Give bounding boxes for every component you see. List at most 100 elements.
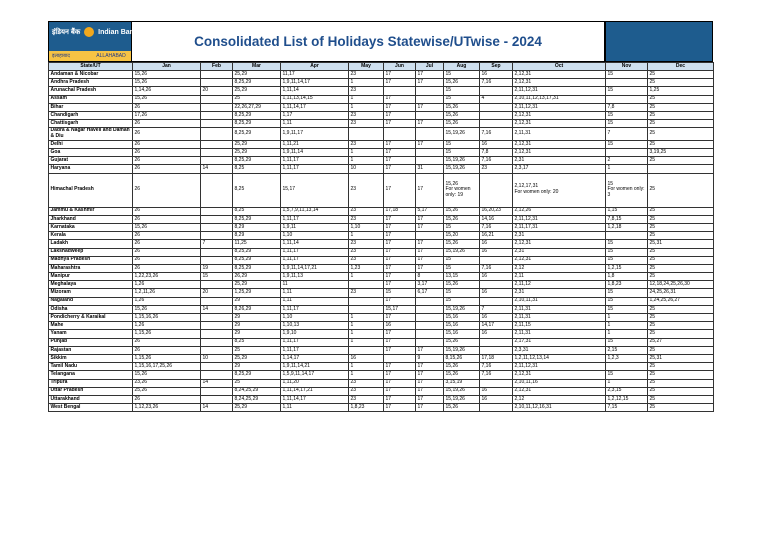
holiday-cell xyxy=(348,296,384,306)
holiday-cell: 1 xyxy=(348,337,384,347)
holiday-cell: 15,26 xyxy=(132,304,201,315)
holiday-cell xyxy=(415,110,444,121)
state-name-cell: Lakshadweep xyxy=(48,247,133,257)
holiday-cell xyxy=(200,280,233,290)
holiday-cell: 2,11 xyxy=(512,272,606,282)
state-name-cell: Punjab xyxy=(48,337,133,347)
holiday-cell: 2,11,12,31 xyxy=(512,362,606,372)
holiday-cell: 16 xyxy=(479,247,513,257)
holiday-cell: 15 xyxy=(605,119,648,129)
holiday-cell: 1,9,11,14 xyxy=(280,147,349,158)
holiday-cell xyxy=(200,119,233,129)
holiday-cell: 17 xyxy=(383,214,416,224)
holiday-cell xyxy=(479,337,513,347)
holiday-cell: 23 xyxy=(348,119,384,129)
holiday-cell: 23 xyxy=(348,239,384,249)
holiday-cell: 1,11,14,17,21 xyxy=(280,386,349,396)
holiday-cell: 25 xyxy=(647,403,714,413)
holiday-cell: 2,12,31 xyxy=(512,69,606,80)
holiday-cell: 8,25,29 xyxy=(232,127,281,141)
holiday-cell xyxy=(200,394,233,405)
holiday-cell xyxy=(200,147,233,158)
holiday-cell xyxy=(200,296,233,306)
holiday-cell: 25 xyxy=(647,69,714,80)
holiday-cell xyxy=(200,156,233,166)
holiday-cell xyxy=(200,247,233,257)
holiday-cell xyxy=(200,386,233,396)
holiday-cell: 8,25,29 xyxy=(232,214,281,224)
holiday-cell: 1,11,20 xyxy=(280,378,349,388)
holiday-cell: 7,16 xyxy=(479,263,513,274)
holiday-cell xyxy=(415,231,444,241)
holiday-cell: 1,5,9,11,14,17 xyxy=(280,370,349,380)
holiday-cell: 15,17 xyxy=(383,304,416,315)
holiday-cell: 1,11 xyxy=(280,119,349,129)
holiday-cell xyxy=(200,231,233,241)
holiday-cell: 1 xyxy=(348,329,384,339)
holiday-cell: 15,20 xyxy=(443,231,480,241)
holiday-cell: 15,26 xyxy=(443,206,480,216)
state-name-cell: Arunachal Pradesh xyxy=(48,86,133,96)
table-row: Telangana 15,26 8,25,29 1,5,9,11,14,17 1 17 17… xyxy=(48,370,714,380)
holiday-cell: 3,19,25 xyxy=(647,147,714,158)
column-header: May xyxy=(348,62,384,71)
table-row: Chattisgarh 26 8,25,29 1,11 23 17 17 15,26 2,12,… xyxy=(48,119,714,129)
table-row: West Bengal 1,12,23,26 14 25,29 1,11 1,8,23 17… xyxy=(48,403,714,413)
holiday-cell: 23 xyxy=(348,394,384,405)
holiday-cell: 1,14,26 xyxy=(132,86,201,96)
holiday-table: State/UT Jan Feb Mar Apr May Jun Jul Aug Sep Oct No… xyxy=(48,62,714,413)
holiday-cell xyxy=(200,94,233,104)
holiday-sheet: इंडियन बैंक Indian Bank इलाहाबाद ALLAHAB… xyxy=(48,21,714,413)
holiday-cell: 2,31 xyxy=(512,288,606,298)
holiday-cell: 1,15,26 xyxy=(132,329,201,339)
holiday-cell: 2,12 xyxy=(512,263,606,274)
table-row: Haryana 26 14 8,25 1,11,17 10 17 31 15,19,26 23 2,… xyxy=(48,164,714,174)
holiday-cell: 17 xyxy=(415,222,444,233)
holiday-cell: 17 xyxy=(383,312,416,323)
holiday-cell: 17 xyxy=(415,403,444,413)
holiday-cell: 1,8,23 xyxy=(348,403,384,413)
holiday-cell: 25 xyxy=(232,345,281,355)
state-name-cell: Madhya Pradesh xyxy=(48,255,133,265)
holiday-cell: 25 xyxy=(647,247,714,257)
holiday-cell: 17,18 xyxy=(479,353,513,364)
holiday-cell: 8,25,29 xyxy=(232,255,281,265)
column-header: Sep xyxy=(479,62,513,71)
table-row: Meghalaya 1,26 25,29 11 17 3,17 15,26 2,11,12 1,… xyxy=(48,280,714,290)
holiday-cell xyxy=(200,329,233,339)
holiday-cell: 2,10,11,31 xyxy=(512,296,606,306)
holiday-cell: 2,12,31 xyxy=(512,386,606,396)
holiday-cell xyxy=(415,127,444,141)
logo-subtext-right: ALLAHABAD xyxy=(96,53,126,59)
state-name-cell: Telangana xyxy=(48,370,133,380)
holiday-cell: 15 xyxy=(383,288,416,298)
holiday-cell: 1,2,18 xyxy=(605,222,648,233)
holiday-cell: 17 xyxy=(415,119,444,129)
holiday-cell: 2,11,12,31 xyxy=(512,214,606,224)
holiday-cell xyxy=(383,353,416,364)
state-name-cell: Tamil Nadu xyxy=(48,362,133,372)
table-row: Andhra Pradesh 15,26 8,25,29 1,9,11,14,17 1 1… xyxy=(48,78,714,88)
holiday-cell: 23 xyxy=(479,164,513,174)
holiday-cell: 8,25,29 xyxy=(232,119,281,129)
holiday-cell: 1,9,11,14,17,21 xyxy=(280,263,349,274)
holiday-cell xyxy=(348,127,384,141)
holiday-cell: 25 xyxy=(647,394,714,405)
holiday-cell: 17 xyxy=(415,239,444,249)
table-header-row: State/UT Jan Feb Mar Apr May Jun Jul Aug Sep Oct No… xyxy=(48,62,714,71)
holiday-cell: 1 xyxy=(348,362,384,372)
state-name-cell: Uttarakhand xyxy=(48,394,133,405)
state-name-cell: Mahe xyxy=(48,321,133,331)
holiday-cell: 15,16 xyxy=(443,312,480,323)
holiday-cell: 1,2,3 xyxy=(605,353,648,364)
holiday-cell: 23 xyxy=(348,378,384,388)
holiday-cell: 17 xyxy=(383,272,416,282)
holiday-cell: 3,17 xyxy=(415,280,444,290)
holiday-cell: 8 xyxy=(415,272,444,282)
holiday-cell: 15 xyxy=(605,304,648,315)
holiday-cell: 15 xyxy=(605,139,648,150)
state-name-cell: Odisha xyxy=(48,304,133,315)
holiday-cell: 2,10,11,12,16,31 xyxy=(512,403,606,413)
holiday-cell: 25,29 xyxy=(232,403,281,413)
holiday-cell: 15 xyxy=(605,247,648,257)
